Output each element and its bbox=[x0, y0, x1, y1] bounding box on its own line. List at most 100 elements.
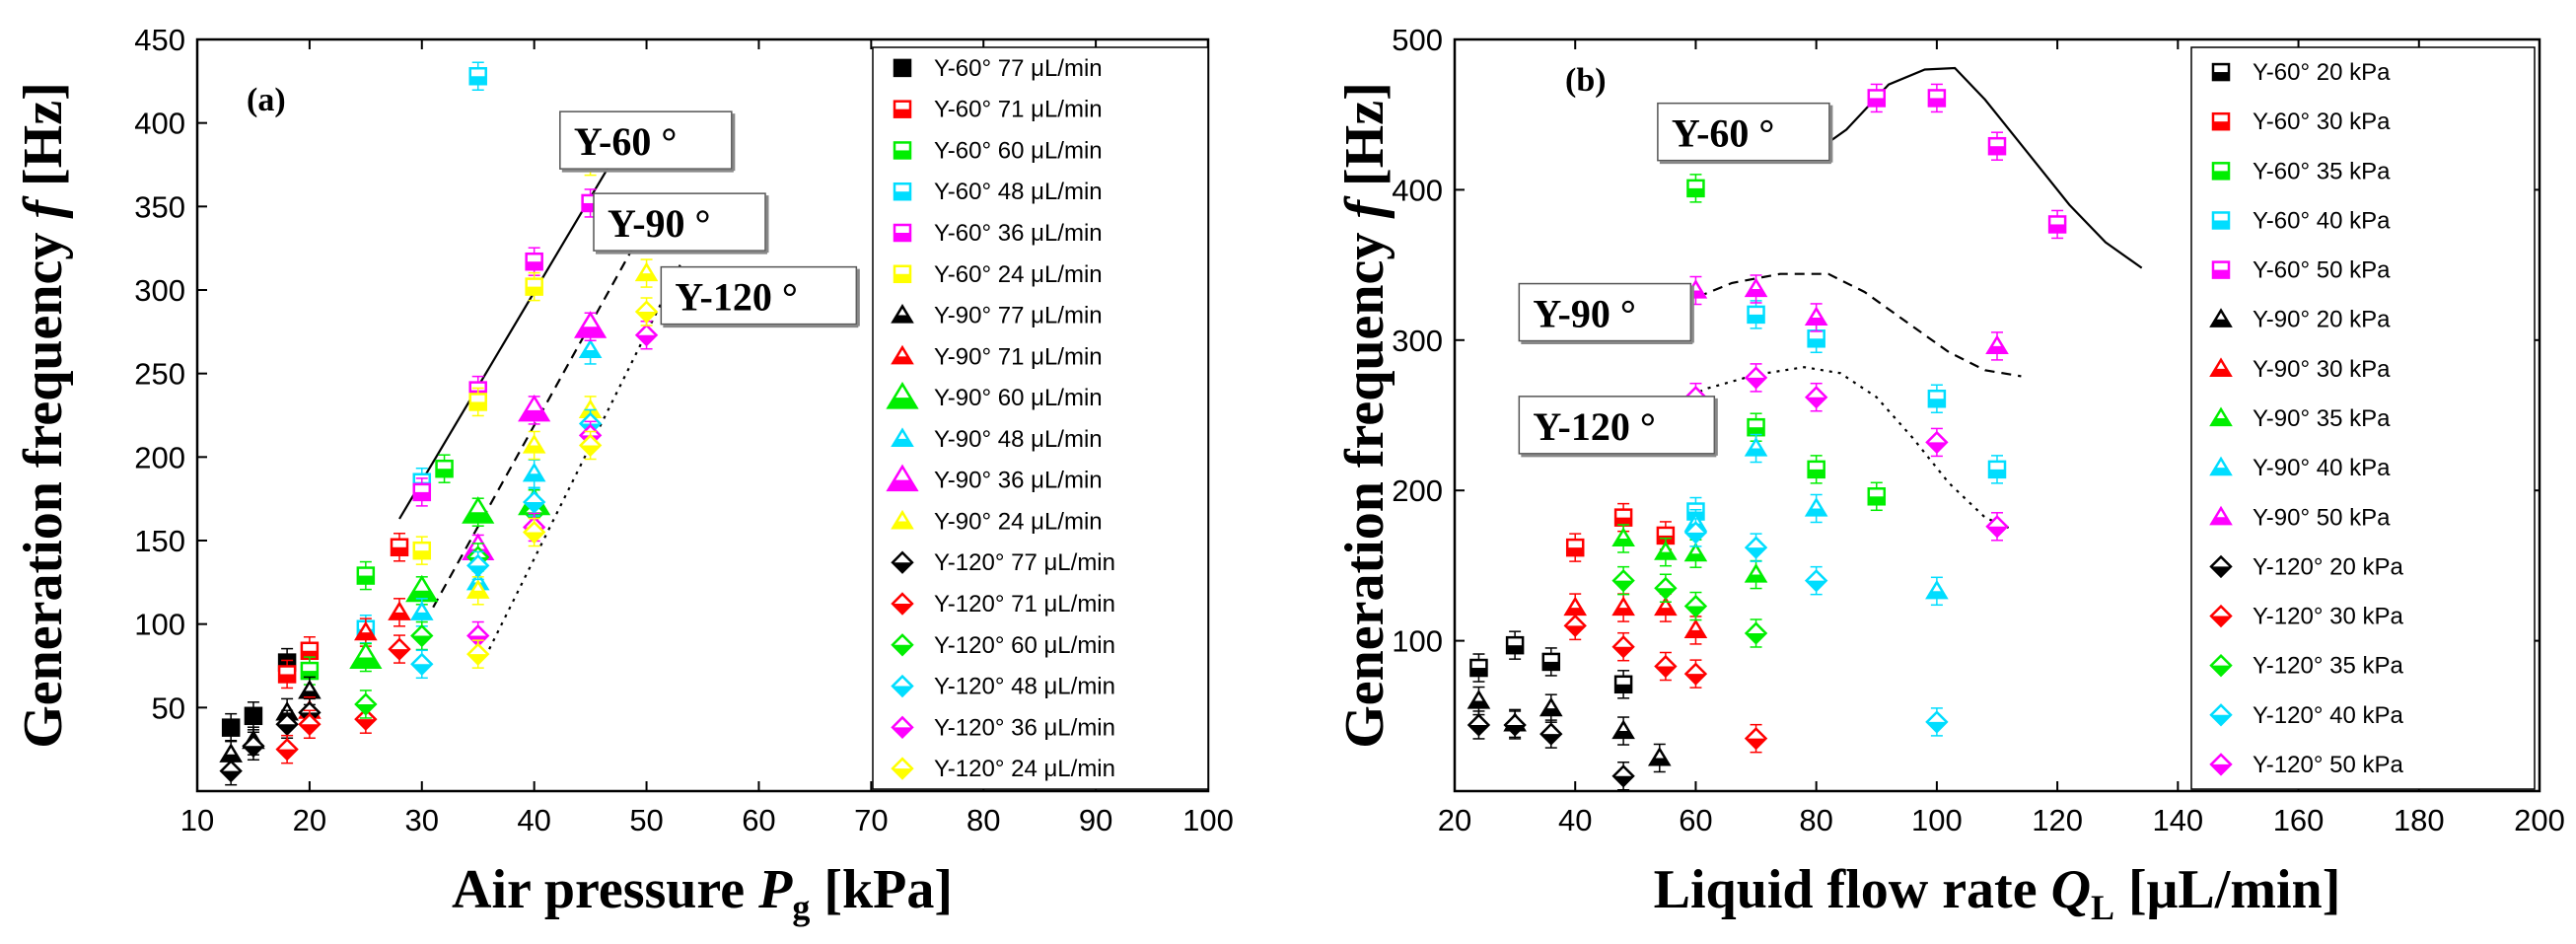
data-point bbox=[1538, 696, 1563, 717]
data-point bbox=[1683, 618, 1708, 639]
legend-marker bbox=[891, 757, 914, 780]
series-7 bbox=[1611, 524, 1768, 590]
data-point-fill bbox=[1613, 580, 1634, 591]
data-point-fill bbox=[1746, 288, 1766, 296]
data-point-fill bbox=[1542, 661, 1559, 670]
legend-marker-fill bbox=[2213, 72, 2229, 81]
data-point bbox=[1925, 579, 1949, 600]
legend-marker bbox=[2209, 703, 2233, 727]
legend-label: Y-90° 48 μL/min bbox=[934, 426, 1103, 453]
x-tick-label: 140 bbox=[2152, 803, 2203, 837]
x-axis-title-main: Liquid flow rate bbox=[1654, 859, 2051, 920]
legend-marker bbox=[893, 58, 912, 78]
legend-marker-fill bbox=[2211, 763, 2231, 774]
data-point-fill bbox=[1507, 645, 1524, 654]
series-12 bbox=[219, 697, 322, 786]
data-point bbox=[1867, 89, 1887, 108]
legend-marker bbox=[893, 141, 912, 160]
y-tick-label: 400 bbox=[1392, 173, 1443, 207]
x-axis-title-sub: L bbox=[2091, 888, 2114, 927]
x-tick-label: 50 bbox=[629, 803, 663, 837]
legend-marker bbox=[2209, 604, 2233, 628]
x-axis-title: Air pressure Pg [kPa] bbox=[452, 859, 953, 927]
data-point-fill bbox=[1685, 629, 1706, 637]
legend-label: Y-120° 40 kPa bbox=[2253, 702, 2403, 729]
legend-label: Y-60° 71 μL/min bbox=[934, 97, 1103, 123]
legend-marker bbox=[891, 509, 914, 530]
data-point-fill bbox=[390, 612, 409, 619]
legend-label: Y-90° 71 μL/min bbox=[934, 343, 1103, 370]
x-tick-label: 20 bbox=[1438, 803, 1471, 837]
legend-label: Y-120° 60 μL/min bbox=[934, 632, 1115, 659]
legend-label: Y-60° 20 kPa bbox=[2253, 59, 2391, 86]
data-point-fill bbox=[412, 612, 432, 619]
series-13 bbox=[275, 634, 411, 764]
legend-marker-fill bbox=[893, 686, 912, 696]
legend-marker-fill bbox=[893, 356, 912, 364]
legend-label: Y-90° 50 kPa bbox=[2253, 504, 2391, 531]
data-point-fill bbox=[1685, 553, 1706, 561]
data-point-fill bbox=[1926, 442, 1947, 453]
x-tick-label: 100 bbox=[1911, 803, 1963, 837]
y-axis-title-main: Generation frequency bbox=[1334, 219, 1395, 749]
data-point-fill bbox=[1613, 775, 1634, 786]
data-point bbox=[522, 520, 546, 545]
x-axis-title-var: Q bbox=[2051, 859, 2091, 920]
data-point bbox=[388, 637, 411, 661]
data-point bbox=[1987, 460, 2007, 479]
legend-label: Y-120° 20 kPa bbox=[2253, 553, 2403, 580]
y-axis-title-unit: [Hz] bbox=[13, 82, 74, 200]
series-13 bbox=[1683, 518, 1949, 737]
data-point-fill bbox=[468, 590, 488, 598]
data-point bbox=[1925, 430, 1949, 455]
curve-label-box bbox=[1518, 282, 1692, 342]
data-point bbox=[468, 393, 487, 411]
data-point-fill bbox=[1685, 674, 1706, 685]
series-5 bbox=[1467, 686, 1672, 773]
data-point-fill bbox=[277, 724, 298, 735]
data-point-fill bbox=[581, 349, 601, 357]
legend-marker bbox=[891, 674, 914, 698]
legend-marker-fill bbox=[2211, 714, 2231, 725]
data-point bbox=[466, 553, 490, 578]
data-point-fill bbox=[1613, 731, 1633, 738]
curve-label: Y-90 ° bbox=[1533, 292, 1636, 336]
data-point bbox=[2047, 215, 2067, 234]
data-point-fill bbox=[411, 635, 432, 646]
x-tick-label: 90 bbox=[1079, 803, 1112, 837]
legend-marker-fill bbox=[894, 109, 910, 117]
data-point bbox=[354, 707, 378, 731]
data-point bbox=[522, 433, 546, 454]
data-point-fill bbox=[1470, 668, 1487, 677]
data-point bbox=[578, 338, 603, 359]
data-point bbox=[300, 661, 320, 681]
series-12 bbox=[1611, 565, 1768, 648]
data-point-fill bbox=[1565, 625, 1586, 636]
x-tick-label: 120 bbox=[2032, 803, 2083, 837]
data-point-fill bbox=[351, 657, 381, 668]
data-point-fill bbox=[300, 690, 320, 698]
y-tick-label: 450 bbox=[134, 23, 185, 57]
data-point bbox=[1744, 436, 1768, 457]
data-point-fill bbox=[1746, 448, 1766, 456]
legend-marker-fill bbox=[2213, 220, 2229, 229]
series-8 bbox=[349, 487, 551, 673]
legend-label: Y-120° 71 μL/min bbox=[934, 591, 1115, 617]
data-point bbox=[1541, 652, 1561, 672]
legend-marker bbox=[886, 382, 919, 409]
curve-label-box bbox=[559, 110, 733, 170]
y-tick-label: 200 bbox=[1392, 473, 1443, 508]
x-axis-title-var: P bbox=[757, 859, 793, 920]
x-tick-label: 10 bbox=[180, 803, 214, 837]
data-point bbox=[1613, 508, 1633, 527]
data-point-fill bbox=[1613, 608, 1633, 615]
y-axis-title-unit: [Hz] bbox=[1334, 82, 1395, 200]
data-point bbox=[1611, 568, 1635, 593]
data-point-fill bbox=[1748, 427, 1764, 436]
data-point bbox=[1611, 596, 1635, 617]
data-point bbox=[1654, 576, 1678, 600]
legend-marker-fill bbox=[2211, 368, 2231, 376]
data-point-fill bbox=[279, 674, 296, 683]
data-point bbox=[1686, 179, 1705, 198]
data-point bbox=[525, 277, 543, 296]
